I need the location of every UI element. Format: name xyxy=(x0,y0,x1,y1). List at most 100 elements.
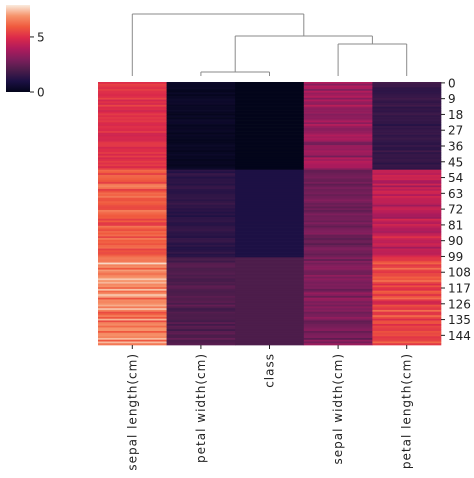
heatmap-cell xyxy=(235,178,305,181)
heatmap-cell xyxy=(98,139,167,142)
heatmap-cell xyxy=(235,306,305,309)
heatmap-cell xyxy=(303,173,373,176)
heatmap-cell xyxy=(98,281,167,284)
heatmap-cell xyxy=(235,153,305,156)
heatmap-cell xyxy=(235,159,305,162)
heatmap-cell xyxy=(98,192,167,195)
heatmap-cell xyxy=(235,181,305,185)
heatmap-cell xyxy=(303,327,373,330)
heatmap-cell xyxy=(303,280,373,283)
heatmap-cell xyxy=(303,271,373,274)
heatmap-cell xyxy=(303,113,373,116)
heatmap-cell xyxy=(166,231,236,234)
heatmap-cell xyxy=(303,220,373,223)
heatmap-cell xyxy=(372,260,442,263)
heatmap-cell xyxy=(235,136,305,139)
heatmap-cell xyxy=(235,248,305,251)
heatmap-cell xyxy=(372,148,442,151)
heatmap-cell xyxy=(303,273,373,276)
heatmap-cell xyxy=(235,197,305,200)
heatmap-cell xyxy=(372,320,442,323)
heatmap-cell xyxy=(303,239,373,242)
heatmap-cell xyxy=(98,166,167,169)
heatmap-cell xyxy=(303,295,373,299)
heatmap-cell xyxy=(166,103,236,106)
row-tick-label: 81 xyxy=(448,218,463,232)
heatmap-cell xyxy=(372,280,442,283)
heatmap-cell xyxy=(98,322,167,325)
heatmap-cell xyxy=(166,153,236,156)
heatmap-cell xyxy=(303,322,373,325)
heatmap-cell xyxy=(235,294,305,297)
heatmap-cell xyxy=(372,295,442,299)
heatmap-cell xyxy=(372,141,442,144)
heatmap-cell xyxy=(303,278,373,281)
heatmap-cell xyxy=(98,101,167,104)
heatmap-cell xyxy=(235,299,305,302)
heatmap-cell xyxy=(372,199,442,202)
heatmap-cell xyxy=(98,190,167,193)
heatmap-cell xyxy=(303,218,373,221)
heatmap-cell xyxy=(235,206,305,209)
colorbar: 05 xyxy=(6,5,45,100)
heatmap-cell xyxy=(166,269,236,272)
heatmap-cell xyxy=(303,148,373,151)
heatmap-cell xyxy=(98,118,167,121)
heatmap-cell xyxy=(98,297,167,300)
heatmap-cell xyxy=(235,192,305,195)
heatmap-cell xyxy=(303,281,373,284)
heatmap-cell xyxy=(235,134,305,137)
heatmap-cell xyxy=(98,111,167,114)
heatmap-cell xyxy=(98,143,167,146)
heatmap-cell xyxy=(235,246,305,249)
heatmap-cell xyxy=(98,343,167,346)
heatmap-cell xyxy=(372,113,442,116)
heatmap-cell xyxy=(372,299,442,302)
heatmap-cell xyxy=(166,195,236,199)
heatmap-cell xyxy=(372,239,442,242)
heatmap-cell xyxy=(98,178,167,181)
heatmap-cell xyxy=(166,246,236,249)
heatmap-cell xyxy=(235,330,305,334)
heatmap-cell xyxy=(235,262,305,265)
heatmap-cell xyxy=(303,329,373,332)
heatmap-cell xyxy=(166,287,236,290)
heatmap-cell xyxy=(303,143,373,146)
heatmap-cell xyxy=(98,227,167,230)
heatmap-cell xyxy=(372,110,442,113)
heatmap-cell xyxy=(303,188,373,192)
heatmap-cell xyxy=(98,267,167,270)
row-tick-label: 36 xyxy=(448,139,463,153)
heatmap-cell xyxy=(166,202,236,206)
heatmap-cell xyxy=(235,260,305,263)
heatmap-cell xyxy=(166,138,236,141)
heatmap-cell xyxy=(372,192,442,195)
heatmap-cell xyxy=(166,155,236,158)
heatmap-cell xyxy=(98,141,167,144)
heatmap-cell xyxy=(235,194,305,197)
heatmap-cell xyxy=(98,145,167,148)
heatmap-cell xyxy=(235,224,305,227)
heatmap-cell xyxy=(303,308,373,311)
heatmap-cell xyxy=(372,281,442,284)
heatmap-cell xyxy=(303,162,373,165)
heatmap-cell xyxy=(98,124,167,127)
heatmap-cell xyxy=(372,225,442,228)
heatmap-cell xyxy=(372,115,442,118)
heatmap-cell xyxy=(235,287,305,290)
heatmap-cell xyxy=(166,238,236,241)
heatmap-cell xyxy=(98,96,167,99)
heatmap-cell xyxy=(303,231,373,234)
heatmap-cell xyxy=(98,271,167,274)
heatmap-cell xyxy=(372,83,442,86)
heatmap-cell xyxy=(372,143,442,146)
heatmap-cell xyxy=(235,92,305,95)
heatmap-cell xyxy=(372,178,442,181)
heatmap-cell xyxy=(166,181,236,185)
heatmap-cell xyxy=(235,99,305,102)
heatmap-cell xyxy=(303,94,373,97)
heatmap-cell xyxy=(372,227,442,230)
heatmap-cell xyxy=(235,173,305,176)
heatmap-cell xyxy=(303,125,373,128)
